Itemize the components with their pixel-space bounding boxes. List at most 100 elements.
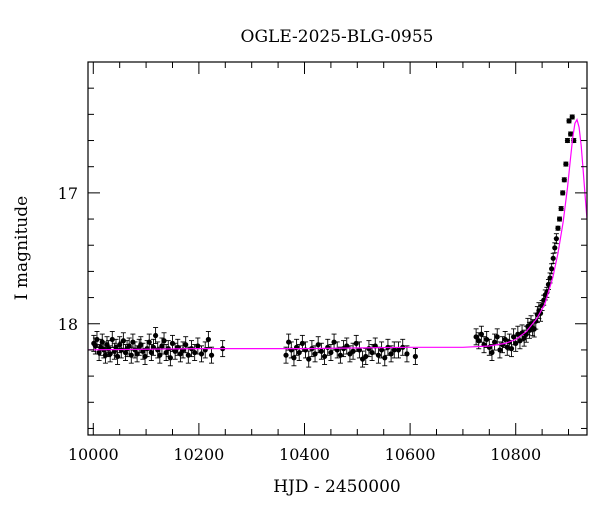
point-marker [508,346,515,352]
point-marker [382,355,388,361]
point-marker [504,344,510,350]
data-point [283,346,289,364]
data-point [489,344,495,361]
point-marker [550,255,556,261]
data-point [560,190,566,196]
point-marker [478,331,484,337]
data-point [569,114,575,120]
x-tick-label: 10000 [68,445,119,464]
data-point [478,325,484,343]
data-point [344,337,350,355]
data-point [195,337,201,355]
data-point [172,342,178,360]
point-marker [560,190,566,196]
point-marker [159,343,165,349]
point-marker [568,131,574,137]
point-marker [180,347,186,353]
axis-tick-labels: 10000 10200 10400 10600 10800 17 18 [58,184,542,464]
data-point [318,342,324,360]
point-marker [183,342,189,348]
point-marker [574,0,579,3]
data-point [146,333,152,351]
plot-frame [87,61,588,436]
data-point [331,333,337,351]
y-axis-label: I magnitude [12,196,32,300]
point-marker [569,114,575,120]
point-marker [555,225,561,231]
data-point [391,341,397,359]
point-marker [491,339,498,345]
point-marker [198,351,205,357]
point-marker [473,334,479,340]
data-point [107,345,113,363]
point-marker [146,339,152,345]
point-marker [573,0,578,3]
point-marker [391,347,397,353]
data-point [556,216,563,222]
data-point [552,242,558,254]
data-point [328,344,334,361]
data-point [561,177,567,183]
point-marker [318,348,324,354]
point-marker [94,336,100,343]
data-point [555,225,561,231]
point-marker [378,347,385,353]
data-point [568,131,574,137]
x-tick-label: 10800 [490,445,541,464]
data-point [350,342,356,360]
data-point [491,333,498,351]
point-marker [325,344,331,350]
point-marker [556,216,563,222]
point-marker [283,352,289,358]
point-marker [306,356,312,362]
point-marker [566,118,572,124]
axis-ticks [88,62,587,435]
data-point [152,327,159,344]
point-marker [331,339,337,345]
data-point [183,336,189,354]
x-tick-label: 10600 [385,445,436,464]
plot-content [88,0,587,368]
data-point [404,345,410,363]
point-marker [140,348,146,354]
point-marker [169,340,176,346]
y-tick-label: 18 [58,315,78,334]
data-point [378,341,385,359]
data-point [573,0,578,3]
point-marker [152,332,159,339]
data-point [395,341,402,359]
data-point [553,233,559,245]
point-marker [128,352,134,358]
point-marker [167,355,173,361]
point-marker [484,336,490,343]
point-marker [328,349,334,356]
model-curve [88,117,587,351]
point-marker [558,205,564,212]
x-tick-label: 10400 [279,445,330,464]
point-marker [321,353,328,360]
point-marker [107,351,113,357]
data-point [205,331,211,348]
data-point [286,333,292,351]
point-marker [561,177,567,183]
point-marker [177,351,184,357]
data-point [513,334,519,352]
data-point [550,252,556,264]
point-marker [161,338,167,344]
point-marker [404,351,410,357]
point-marker [312,351,318,357]
data-point [484,331,490,348]
data-point [291,349,297,367]
point-marker [521,335,527,341]
data-point [473,328,479,346]
point-marker [172,348,178,354]
data-point [120,332,126,350]
point-marker [412,353,418,360]
point-marker [552,245,558,251]
point-marker [205,336,211,343]
point-marker [549,266,555,272]
data-point [306,350,312,368]
data-point [564,137,571,144]
point-marker [363,353,369,360]
